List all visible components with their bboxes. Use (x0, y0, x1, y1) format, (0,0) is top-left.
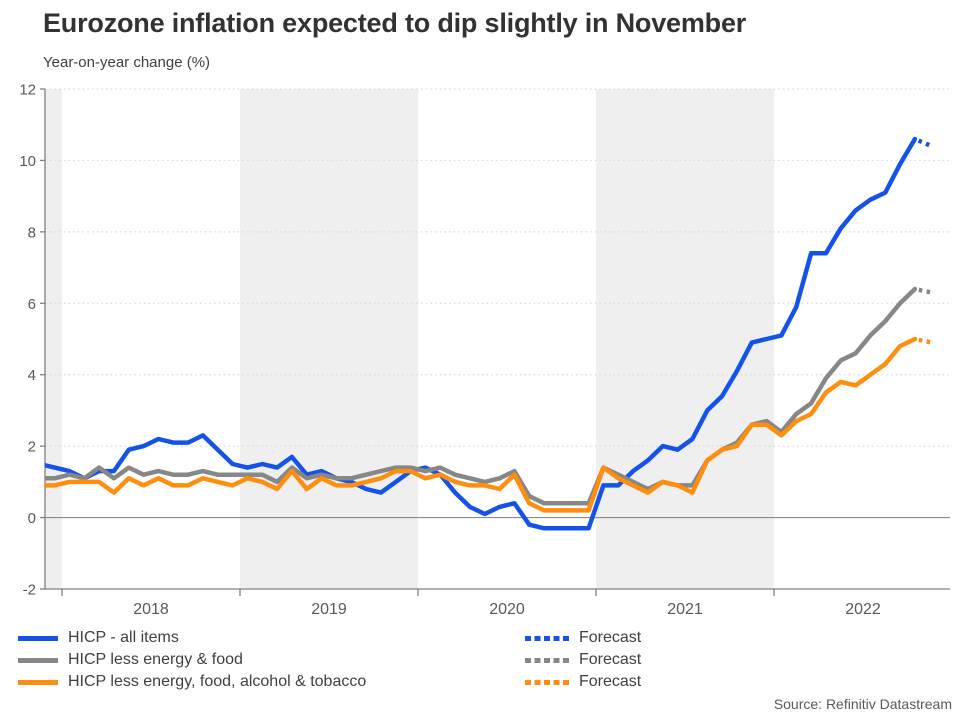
legend-label: Forecast (579, 651, 642, 668)
x-year-label: 2019 (311, 601, 347, 618)
legend-item-hicp-all-items: HICP - all items (18, 627, 366, 649)
x-year-label: 2018 (133, 601, 169, 618)
y-tick-label: 4 (28, 367, 36, 384)
chart-subtitle: Year-on-year change (%) (43, 54, 211, 71)
dotted-swatch-blue (525, 635, 571, 641)
legend-series-column: HICP - all items HICP less energy & food… (18, 627, 366, 693)
dotted-swatch-gray (525, 657, 571, 663)
legend-label: Forecast (579, 629, 642, 646)
legend-label: Forecast (579, 673, 642, 690)
legend-label: HICP less energy & food (68, 651, 243, 668)
source-credit: Source: Refinitiv Datastream (773, 696, 952, 712)
year-shading-band (596, 89, 774, 589)
year-shading-band (240, 89, 418, 589)
y-tick-label: 8 (28, 224, 36, 241)
y-tick-label: 12 (19, 82, 36, 99)
legend-label: HICP - all items (68, 629, 179, 646)
y-tick-label: 10 (19, 153, 36, 170)
legend-item-forecast-orange: Forecast (525, 671, 641, 693)
y-tick-label: -2 (23, 582, 36, 599)
y-tick-label: 6 (28, 296, 36, 313)
forecast-dashed-line (914, 336, 933, 345)
y-tick-label: 0 (28, 510, 36, 527)
series-line (45, 286, 918, 506)
legend: HICP - all items HICP less energy & food… (0, 627, 960, 697)
chart-title: Eurozone inflation expected to dip sligh… (43, 8, 747, 38)
year-shading-band (45, 89, 62, 589)
legend-item-forecast-blue: Forecast (525, 627, 641, 649)
series-line (45, 336, 918, 513)
line-swatch-blue (18, 635, 58, 641)
x-year-label: 2021 (667, 601, 703, 618)
line-swatch-orange (18, 679, 58, 685)
legend-item-forecast-gray: Forecast (525, 649, 641, 671)
y-tick-label: 2 (28, 439, 36, 456)
line-swatch-gray (18, 657, 58, 663)
legend-item-hicp-core: HICP less energy, food, alcohol & tobacc… (18, 671, 366, 693)
series-line (45, 136, 918, 531)
legend-forecast-column: Forecast Forecast Forecast (525, 627, 641, 693)
legend-label: HICP less energy, food, alcohol & tobacc… (68, 673, 367, 690)
dotted-swatch-orange (525, 679, 571, 685)
forecast-dashed-line (914, 136, 933, 149)
forecast-dashed-line (914, 286, 933, 295)
legend-item-hicp-less-energy-food: HICP less energy & food (18, 649, 366, 671)
x-year-label: 2020 (489, 601, 525, 618)
x-year-label: 2022 (845, 601, 881, 618)
